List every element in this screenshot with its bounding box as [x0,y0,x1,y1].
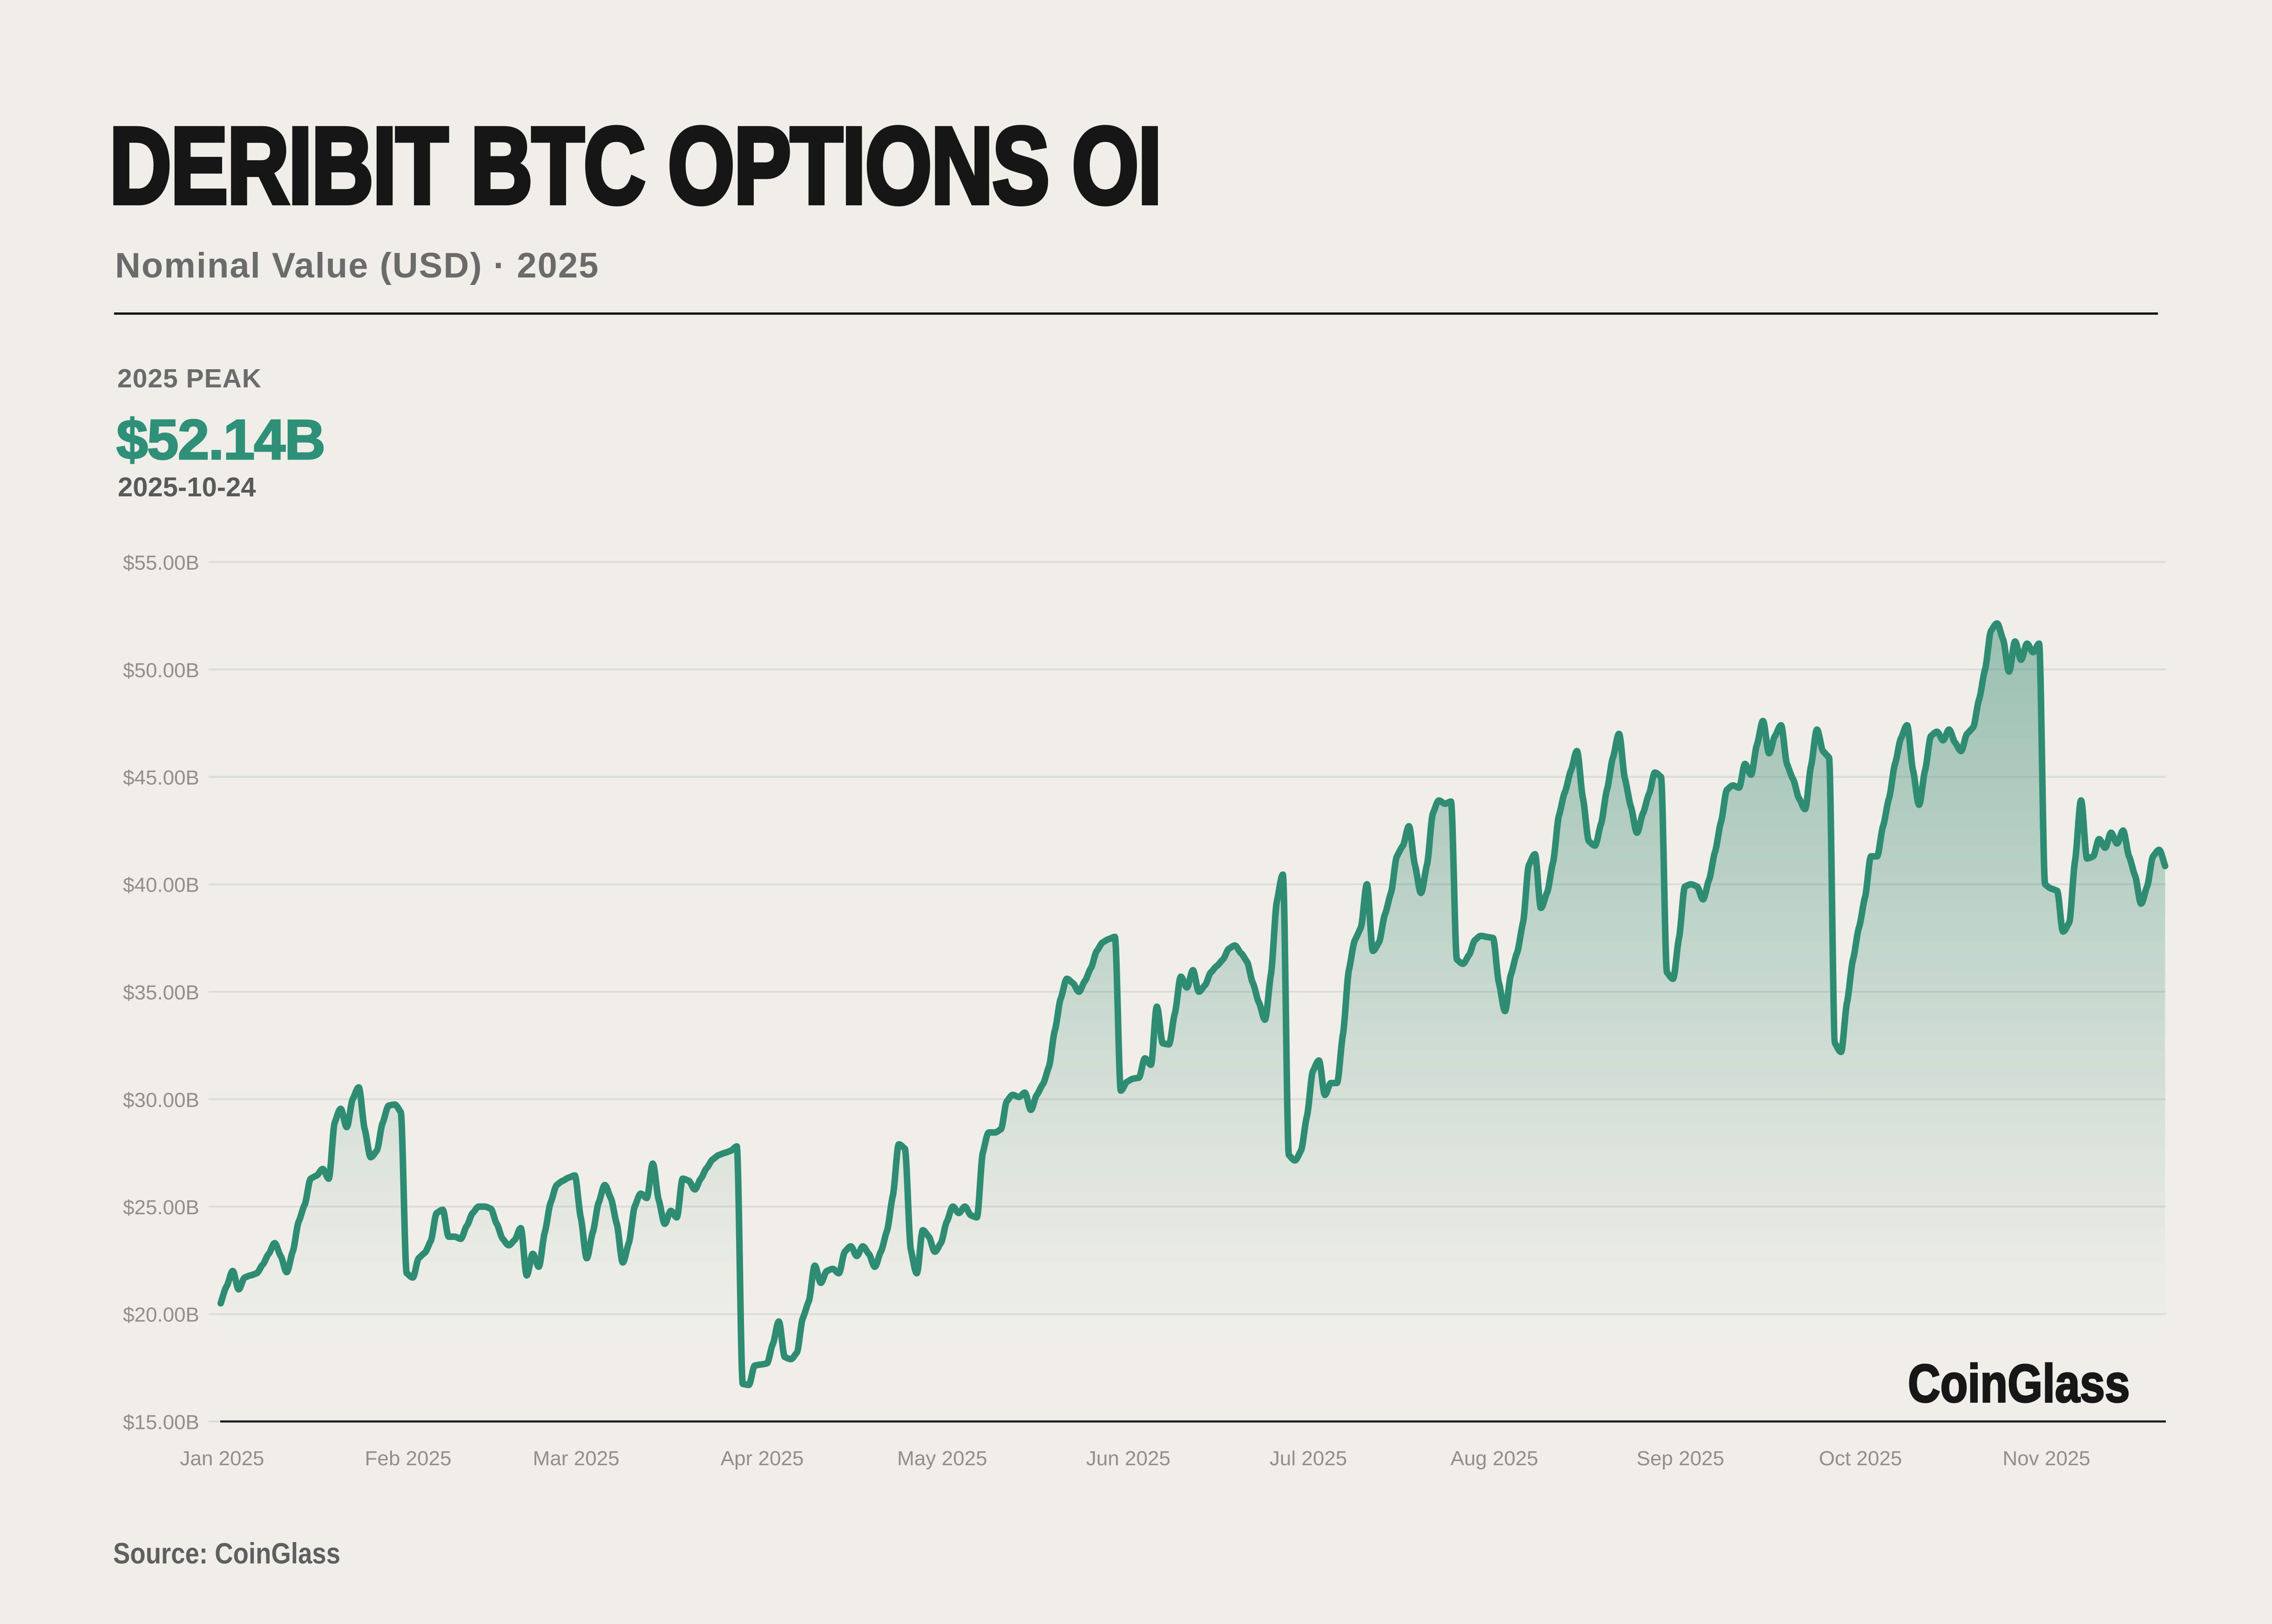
svg-text:$55.00B: $55.00B [123,552,199,575]
svg-text:$25.00B: $25.00B [123,1196,199,1219]
svg-text:$20.00B: $20.00B [123,1304,199,1326]
svg-text:Aug 2025: Aug 2025 [1450,1447,1538,1470]
svg-text:Sep 2025: Sep 2025 [1636,1447,1724,1470]
svg-text:Jun 2025: Jun 2025 [1086,1447,1170,1470]
svg-text:Jan 2025: Jan 2025 [180,1447,264,1470]
svg-text:Mar 2025: Mar 2025 [533,1447,620,1470]
svg-text:$30.00B: $30.00B [123,1089,199,1111]
svg-text:Oct 2025: Oct 2025 [1819,1447,1902,1470]
svg-text:Feb 2025: Feb 2025 [365,1447,452,1470]
svg-text:Nov 2025: Nov 2025 [2002,1447,2090,1470]
svg-text:$45.00B: $45.00B [123,766,199,789]
svg-text:Apr 2025: Apr 2025 [721,1447,804,1470]
svg-text:$35.00B: $35.00B [123,981,199,1004]
svg-text:Jul 2025: Jul 2025 [1270,1447,1347,1470]
svg-text:$15.00B: $15.00B [123,1411,199,1434]
svg-text:$50.00B: $50.00B [123,659,199,682]
svg-text:$40.00B: $40.00B [123,874,199,897]
svg-text:May 2025: May 2025 [897,1447,987,1470]
